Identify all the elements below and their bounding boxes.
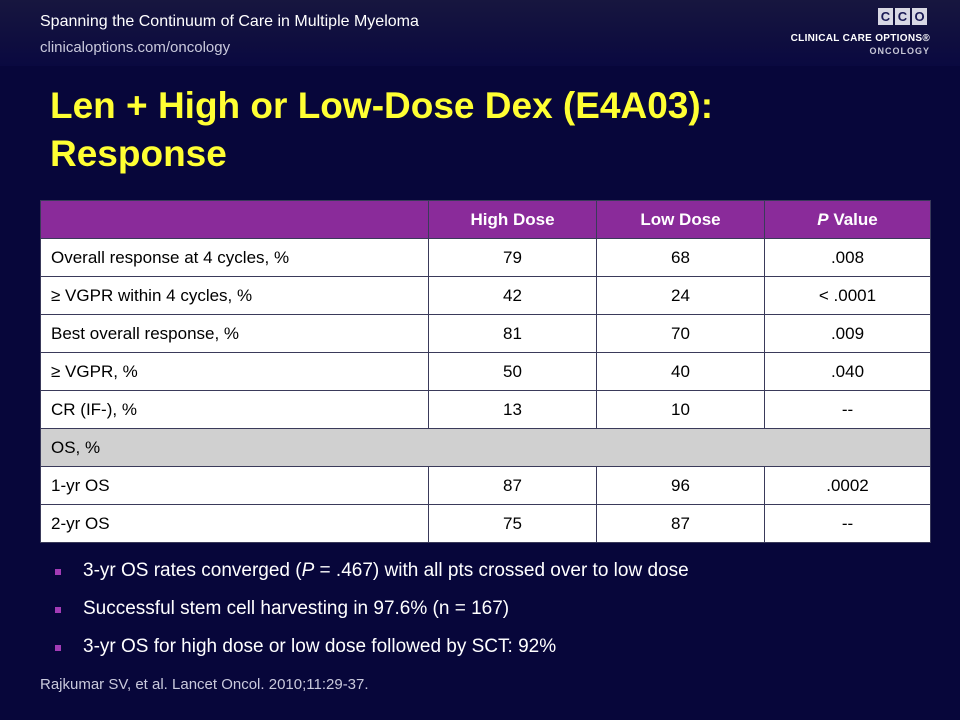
cell-high-dose: 50: [428, 352, 597, 391]
header-title: Spanning the Continuum of Care in Multip…: [40, 13, 419, 30]
cell-low-dose: 24: [596, 276, 765, 315]
header-band: [0, 0, 960, 66]
square-bullet-icon: [55, 645, 61, 651]
bullet-item: 3-yr OS for high dose or low dose follow…: [55, 636, 689, 674]
slide-title-line1: Len + High or Low-Dose Dex (E4A03):: [50, 85, 714, 126]
cco-logo: C C O: [878, 8, 927, 25]
cell-high-dose: 42: [428, 276, 597, 315]
section-label: OS, %: [40, 428, 931, 467]
bullet-text-part: = .467) with all pts crossed over to low…: [314, 560, 689, 581]
header-url: clinicaloptions.com/oncology: [40, 39, 231, 56]
cell-p-value: .0002: [764, 466, 931, 505]
logo-subtext: ONCOLOGY: [869, 46, 930, 56]
bullet-list: 3-yr OS rates converged (P = .467) with …: [55, 560, 689, 674]
bullet-italic-p: P: [301, 560, 315, 581]
header-cell-low-dose: Low Dose: [596, 200, 765, 239]
bullet-text: 3-yr OS rates converged (P = .467) with …: [83, 560, 689, 582]
cell-low-dose: 70: [596, 314, 765, 353]
cell-low-dose: 87: [596, 504, 765, 543]
cell-low-dose: 10: [596, 390, 765, 429]
table-header-row: High Dose Low Dose P Value: [40, 200, 931, 239]
row-label: Best overall response, %: [40, 314, 429, 353]
citation: Rajkumar SV, et al. Lancet Oncol. 2010;1…: [40, 676, 369, 693]
table-row: CR (IF-), % 13 10 --: [40, 390, 931, 429]
row-label: CR (IF-), %: [40, 390, 429, 429]
row-label: Overall response at 4 cycles, %: [40, 238, 429, 277]
table-row: Overall response at 4 cycles, % 79 68 .0…: [40, 238, 931, 277]
cell-low-dose: 40: [596, 352, 765, 391]
bullet-text: Successful stem cell harvesting in 97.6%…: [83, 598, 510, 619]
row-label: 1-yr OS: [40, 466, 429, 505]
cell-high-dose: 79: [428, 238, 597, 277]
cell-low-dose: 68: [596, 238, 765, 277]
row-label: ≥ VGPR within 4 cycles, %: [40, 276, 429, 315]
header-value-label: Value: [833, 209, 878, 229]
bullet-text-part: 3-yr OS rates converged (: [83, 560, 302, 581]
table-row: ≥ VGPR within 4 cycles, % 42 24 < .0001: [40, 276, 931, 315]
square-bullet-icon: [55, 569, 61, 575]
response-table: High Dose Low Dose P Value Overall respo…: [40, 200, 931, 543]
table-row: 1-yr OS 87 96 .0002: [40, 466, 931, 505]
bullet-item: 3-yr OS rates converged (P = .467) with …: [55, 560, 689, 598]
header-cell-empty: [40, 200, 429, 239]
header-cell-high-dose: High Dose: [428, 200, 597, 239]
cell-high-dose: 13: [428, 390, 597, 429]
cell-high-dose: 81: [428, 314, 597, 353]
logo-letter: C: [895, 8, 910, 25]
logo-letter: O: [912, 8, 927, 25]
bullet-text: 3-yr OS for high dose or low dose follow…: [83, 636, 557, 657]
cell-p-value: < .0001: [764, 276, 931, 315]
cell-p-value: .040: [764, 352, 931, 391]
slide-title-line2: Response: [50, 133, 227, 174]
cell-p-value: .008: [764, 238, 931, 277]
row-label: 2-yr OS: [40, 504, 429, 543]
row-label: ≥ VGPR, %: [40, 352, 429, 391]
slide-title: Len + High or Low-Dose Dex (E4A03): Resp…: [50, 82, 930, 178]
cell-p-value: .009: [764, 314, 931, 353]
square-bullet-icon: [55, 607, 61, 613]
logo-letter: C: [878, 8, 893, 25]
p-italic: P: [817, 209, 829, 229]
logo-text: CLINICAL CARE OPTIONS®: [790, 33, 930, 44]
header-cell-p-value: P Value: [764, 200, 931, 239]
bullet-item: Successful stem cell harvesting in 97.6%…: [55, 598, 689, 636]
cell-low-dose: 96: [596, 466, 765, 505]
cell-high-dose: 75: [428, 504, 597, 543]
cell-high-dose: 87: [428, 466, 597, 505]
table-row: 2-yr OS 75 87 --: [40, 504, 931, 543]
table-row: Best overall response, % 81 70 .009: [40, 314, 931, 353]
cell-p-value: --: [764, 504, 931, 543]
table-row: ≥ VGPR, % 50 40 .040: [40, 352, 931, 391]
section-row-os: OS, %: [40, 428, 931, 467]
cell-p-value: --: [764, 390, 931, 429]
